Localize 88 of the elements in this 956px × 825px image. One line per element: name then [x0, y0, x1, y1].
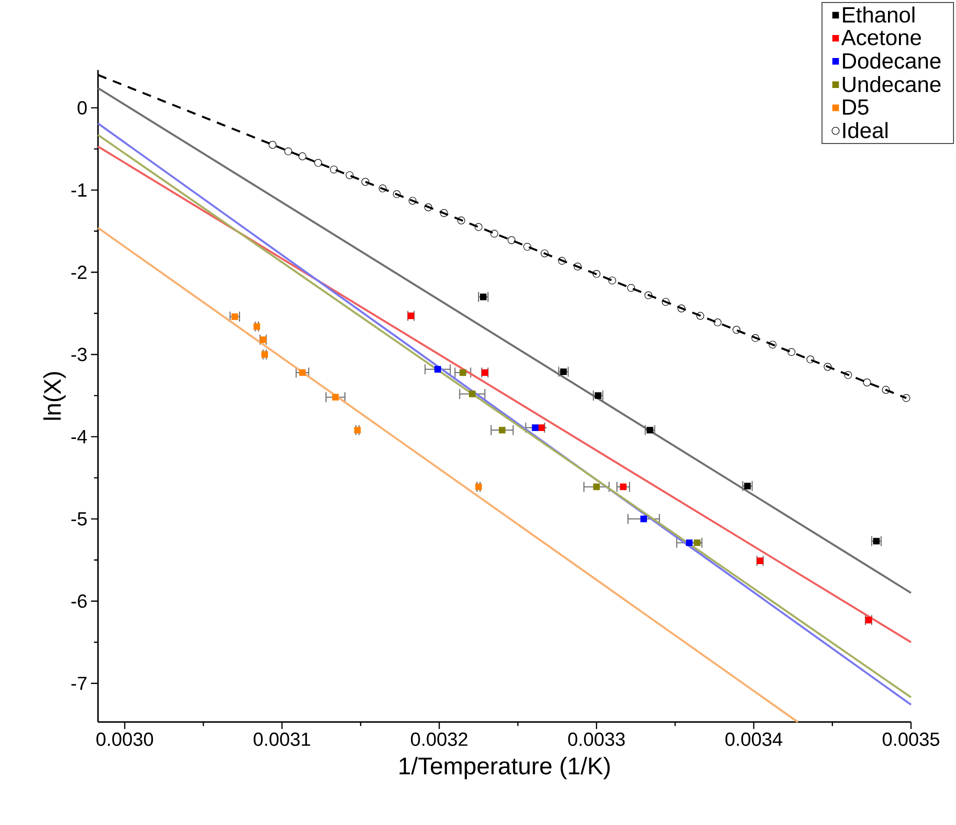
point: [480, 294, 487, 300]
point: [254, 323, 260, 330]
point: [408, 196, 416, 205]
point: [788, 348, 796, 356]
point: [593, 484, 600, 490]
point: [330, 166, 338, 174]
point: [314, 159, 322, 167]
point: [644, 291, 652, 300]
point: [902, 394, 910, 402]
point: [696, 312, 704, 320]
point: [620, 484, 627, 490]
legend-label: D5: [843, 99, 868, 115]
point: [806, 356, 814, 364]
y-tick-label: -3: [71, 348, 87, 362]
point: [498, 426, 506, 434]
point: [640, 516, 647, 522]
point: [475, 484, 482, 490]
point: [608, 276, 616, 284]
point: [863, 378, 871, 386]
point: [678, 304, 686, 312]
x-axis-title: 1/Temperature (1/K): [400, 756, 610, 780]
point: [299, 369, 306, 376]
point: [768, 340, 777, 349]
point: [694, 539, 700, 546]
y-tick-label: -6: [71, 594, 87, 608]
point: [457, 216, 466, 224]
y-tick-label: -5: [71, 512, 87, 526]
point: [260, 336, 266, 343]
point: [482, 369, 488, 376]
point: [268, 140, 276, 149]
point: [490, 230, 498, 238]
point: [574, 262, 582, 270]
point: [751, 334, 760, 342]
point: [434, 366, 441, 373]
point: [346, 171, 354, 180]
y-tick-label: -4: [71, 430, 87, 444]
y-tick-label: -2: [71, 266, 87, 279]
point: [361, 178, 370, 186]
point: [714, 318, 722, 326]
point: [332, 394, 339, 401]
legend-label: Ethanol: [843, 6, 914, 23]
point: [744, 482, 751, 490]
point: [824, 362, 832, 371]
point: [873, 538, 880, 544]
point: [474, 223, 482, 231]
legend-label: Acetone: [841, 30, 921, 46]
point: [408, 312, 414, 320]
x-tick-label: 0.0032: [410, 732, 468, 746]
point: [284, 147, 292, 156]
x-tick-label: 0.0034: [725, 732, 782, 746]
y-tick-label: -1: [71, 184, 87, 197]
legend-label: Ideal: [843, 122, 888, 138]
y-axis-title: ln(X): [43, 372, 66, 420]
point: [756, 558, 764, 564]
point: [460, 369, 466, 376]
point: [882, 386, 890, 394]
point: [440, 209, 448, 217]
point: [232, 313, 238, 320]
point: [592, 270, 600, 278]
point: [627, 284, 635, 292]
point: [392, 190, 401, 198]
x-tick-label: 0.0031: [254, 732, 310, 746]
x-tick-label: 0.0035: [882, 732, 940, 746]
point: [298, 152, 306, 160]
point: [354, 426, 361, 434]
point: [662, 298, 670, 306]
point: [732, 326, 740, 334]
point: [646, 426, 654, 434]
point: [523, 242, 532, 251]
point: [261, 351, 268, 358]
point: [865, 616, 872, 624]
point: [844, 371, 852, 379]
y-tick-label: 0: [78, 101, 87, 115]
point: [594, 392, 602, 399]
x-tick-label: 0.0033: [568, 732, 625, 746]
point: [686, 539, 693, 546]
point: [540, 249, 549, 258]
legend-label: Undecane: [842, 76, 941, 92]
legend-label: Dodecane: [843, 52, 941, 69]
point: [558, 256, 566, 265]
x-tick-label: 0.0030: [96, 732, 154, 746]
point: [378, 184, 387, 192]
point: [508, 236, 516, 244]
point: [424, 203, 432, 212]
point: [538, 424, 545, 431]
y-tick-label: -7: [71, 676, 87, 690]
point: [468, 390, 476, 398]
point: [532, 424, 538, 431]
